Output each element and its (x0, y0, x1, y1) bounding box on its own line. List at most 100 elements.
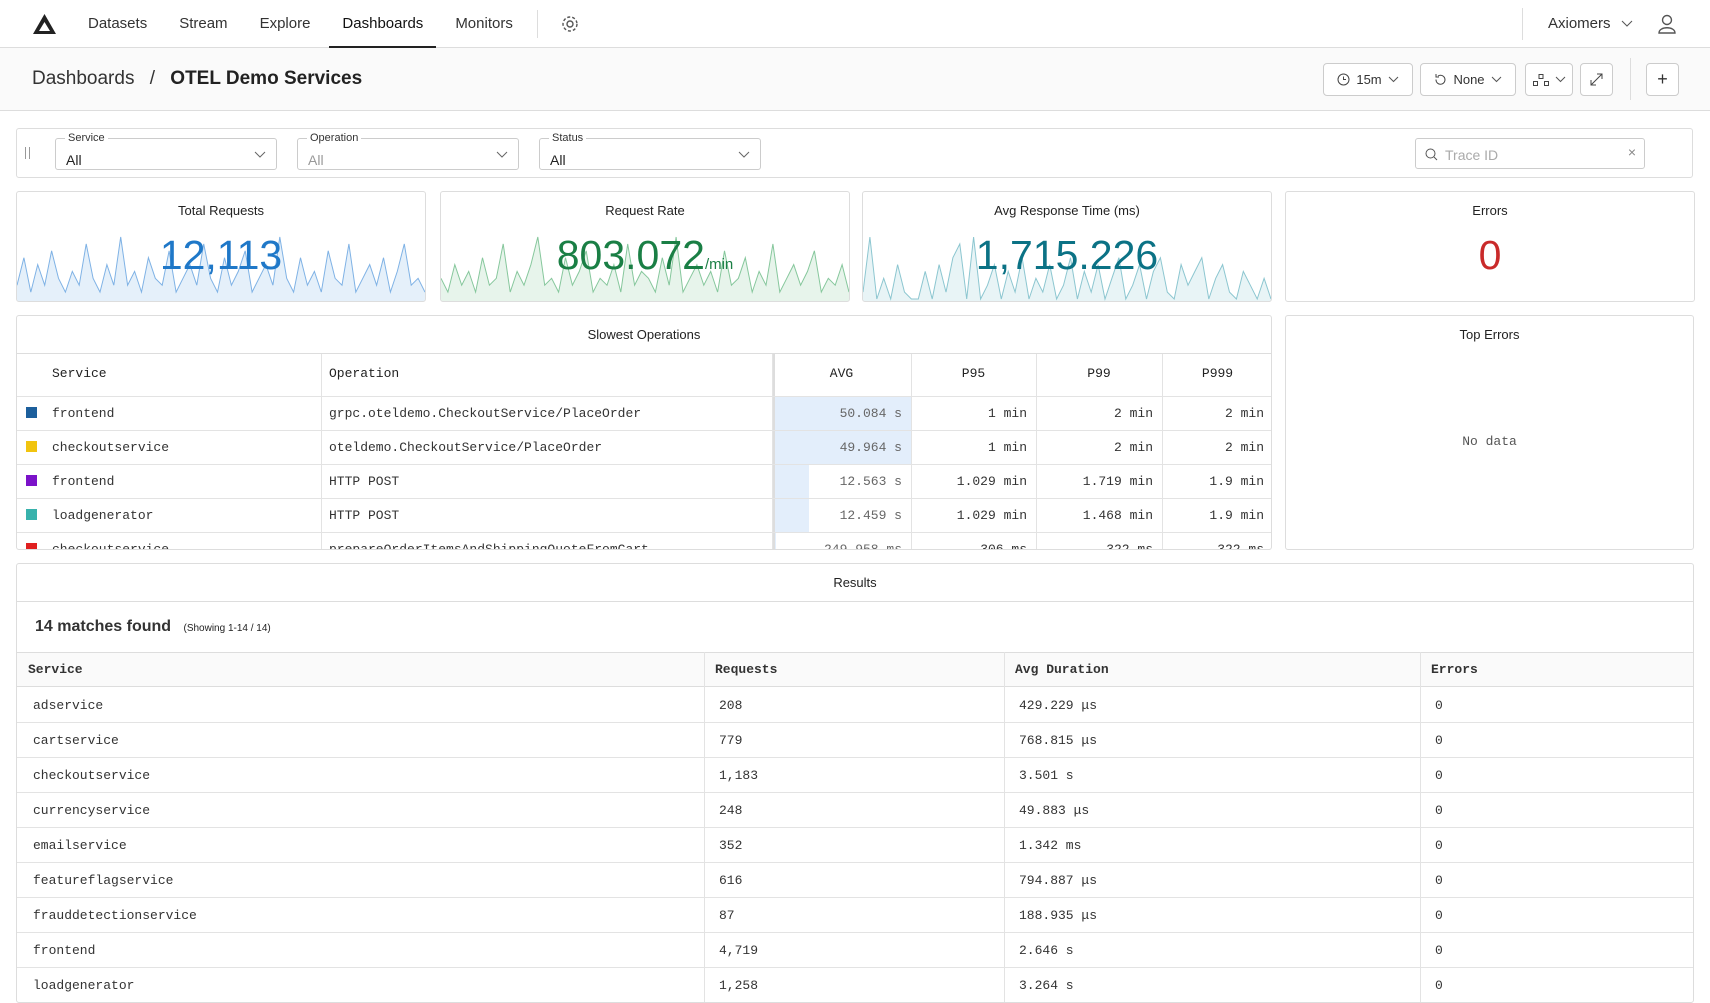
table-cell: 0 (1435, 978, 1443, 993)
table-cell: 1.9 min (1209, 474, 1264, 489)
avg-bar (775, 397, 911, 430)
table-cell: 12.459 s (839, 508, 902, 523)
drag-handle[interactable] (25, 147, 30, 159)
table-cell: 616 (719, 873, 743, 888)
filter-label: Service (65, 132, 108, 144)
org-switcher[interactable]: Axiomers (1548, 15, 1633, 32)
table-cell: cartservice (33, 733, 119, 748)
nav-item[interactable]: Stream (179, 15, 228, 32)
breadcrumb-current: OTEL Demo Services (170, 68, 363, 89)
table-cell: 249.958 ms (823, 542, 902, 550)
table-cell: 1,183 (719, 768, 759, 783)
table-cell: 1,258 (719, 978, 759, 993)
layout-button[interactable] (1525, 63, 1573, 96)
sparkline-area (17, 237, 425, 301)
filter-label: Operation (307, 132, 362, 144)
add-button[interactable]: + (1646, 63, 1679, 96)
table-cell: 429.229 μs (1019, 698, 1098, 713)
table-cell: 0 (1435, 943, 1443, 958)
table-cell: 49.964 s (839, 440, 902, 455)
table-cell: 188.935 μs (1019, 908, 1098, 923)
column-header[interactable]: Requests (715, 662, 778, 677)
filter-value: All (308, 152, 324, 168)
time-range-button[interactable]: 15m (1323, 63, 1413, 96)
panel-title: Slowest Operations (587, 327, 701, 342)
table-cell: emailservice (33, 838, 127, 853)
table-cell: 12.563 s (839, 474, 902, 489)
kpi-number: 1,715.226 (975, 232, 1159, 278)
table-cell: 2 min (1224, 406, 1264, 421)
panel-title: Top Errors (1459, 327, 1520, 342)
column-header[interactable]: P99 (1087, 366, 1111, 381)
kpi-number: 0 (1478, 232, 1502, 278)
filter-label: Status (549, 132, 587, 144)
table-cell: currencyservice (33, 803, 151, 818)
showing-range: (Showing 1-14 / 14) (183, 623, 271, 634)
nav-item[interactable]: Dashboards (329, 0, 437, 48)
table-cell: 3.501 s (1019, 768, 1074, 783)
logo[interactable] (32, 13, 57, 35)
settings-icon[interactable] (560, 14, 580, 34)
sparkline-line (17, 236, 425, 295)
table-cell: 2.646 s (1019, 943, 1074, 958)
filter-select[interactable]: Status All (539, 132, 761, 170)
avg-bar (775, 431, 911, 464)
column-header[interactable]: Service (52, 366, 107, 381)
table-cell: 1 min (987, 406, 1027, 421)
nav-item[interactable]: Explore (259, 15, 311, 32)
series-swatch (26, 509, 37, 520)
table-cell: checkoutservice (33, 768, 151, 783)
column-header[interactable]: Service (28, 662, 83, 677)
table-cell: 49.883 μs (1019, 803, 1090, 818)
table-cell: 1.029 min (956, 474, 1027, 489)
column-header[interactable]: P999 (1201, 366, 1234, 381)
filter-value: All (550, 152, 566, 168)
column-header[interactable]: Avg Duration (1015, 662, 1109, 677)
table-cell: grpc.oteldemo.CheckoutService/PlaceOrder (329, 406, 642, 421)
panel-title: Results (833, 575, 877, 590)
column-header[interactable]: P95 (961, 366, 986, 381)
series-swatch (26, 407, 37, 418)
header-bar: Dashboards / OTEL Demo Services 15m None… (0, 48, 1710, 111)
table-cell: 322 ms (1217, 542, 1264, 550)
table-cell: frontend (52, 406, 115, 421)
compare-button[interactable]: None (1420, 63, 1516, 96)
kpi-value: 12,113 (17, 232, 425, 279)
table-cell: 1.719 min (1082, 474, 1153, 489)
fullscreen-button[interactable] (1580, 63, 1613, 96)
table-cell: 352 (719, 838, 743, 853)
table-cell: checkoutservice (52, 440, 170, 455)
sparkline-line (441, 236, 849, 295)
filter-select[interactable]: Service All (55, 132, 277, 170)
kpi-title: Total Requests (178, 203, 264, 218)
nav-item[interactable]: Monitors (455, 15, 513, 32)
avg-bar (775, 533, 776, 549)
clear-icon[interactable]: × (1627, 144, 1636, 160)
trace-search[interactable]: Trace ID × (1415, 138, 1645, 169)
breadcrumb-parent[interactable]: Dashboards (32, 68, 135, 89)
sparkline (17, 236, 425, 301)
column-header[interactable]: Errors (1431, 662, 1478, 677)
kpi-number: 12,113 (159, 232, 283, 278)
avg-bar (775, 499, 809, 532)
kpi-value: 1,715.226 (863, 232, 1271, 279)
table-cell: frauddetectionservice (33, 908, 197, 923)
table-cell: 87 (719, 908, 735, 923)
results-panel: Results 14 matches found (Showing 1-14 /… (16, 563, 1694, 1003)
column-header[interactable]: AVG (829, 366, 854, 381)
filter-select[interactable]: Operation All (297, 132, 519, 170)
table-cell: 248 (719, 803, 743, 818)
kpi-number: 803.072 (556, 232, 705, 278)
table-cell: 0 (1435, 733, 1443, 748)
results-summary: 14 matches found (Showing 1-14 / 14) (35, 618, 271, 636)
table-cell: loadgenerator (52, 508, 154, 523)
avg-bar (775, 465, 810, 498)
user-icon[interactable] (1656, 13, 1678, 35)
table-cell: 768.815 μs (1019, 733, 1098, 748)
sparkline (863, 236, 1271, 301)
column-header[interactable]: Operation (329, 366, 400, 381)
nav-item[interactable]: Datasets (88, 15, 148, 32)
table-cell: 0 (1435, 768, 1443, 783)
table-cell: frontend (33, 943, 96, 958)
table-cell: 0 (1435, 908, 1443, 923)
